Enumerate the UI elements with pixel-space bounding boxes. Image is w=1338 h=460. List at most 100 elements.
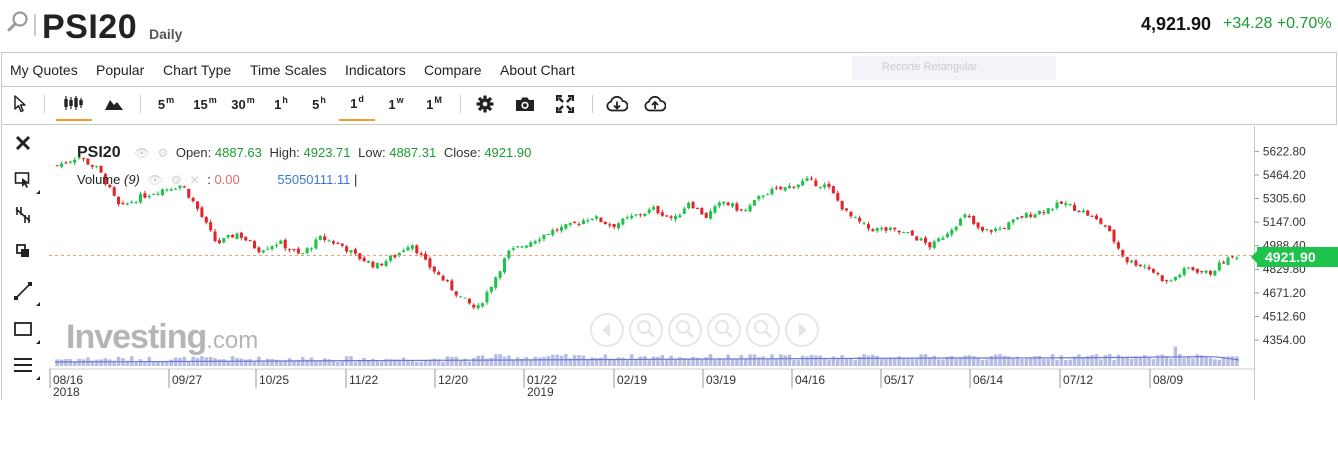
volume-bar [735, 358, 739, 366]
candle-body [349, 250, 353, 253]
menu-compare[interactable]: Compare [424, 62, 482, 78]
trendline-icon[interactable] [10, 278, 40, 306]
zoom-out-button[interactable] [668, 313, 702, 347]
candle-body [200, 207, 204, 217]
volume-bar [1199, 355, 1204, 366]
menu-time-scales[interactable]: Time Scales [250, 62, 327, 78]
volume-bar [1107, 354, 1112, 366]
download-icon[interactable] [604, 87, 630, 121]
candle-body [844, 208, 849, 211]
menu-icon[interactable] [10, 352, 40, 380]
candle-body [165, 189, 169, 191]
low-value: 4887.31 [389, 145, 437, 160]
candle-body [568, 222, 572, 225]
volume-bar [454, 356, 458, 366]
fullscreen-icon[interactable] [552, 87, 578, 121]
candle-body [638, 214, 642, 216]
candle-body [1094, 215, 1099, 220]
eye-icon[interactable]: 👁 [147, 173, 163, 187]
candle-body [669, 216, 673, 218]
timescale-15m-unit: m [208, 95, 217, 105]
scroll-left-button[interactable] [590, 313, 624, 347]
menu-my-quotes[interactable]: My Quotes [10, 62, 78, 78]
volume-period: (9) [124, 172, 140, 187]
candle-body [564, 224, 568, 229]
candle-body [660, 212, 664, 216]
menu-chart-type[interactable]: Chart Type [163, 62, 232, 78]
zoom-reset-button[interactable] [707, 313, 741, 347]
crosshair-icon[interactable] [10, 202, 36, 228]
menu-popular[interactable]: Popular [96, 62, 145, 78]
candle-body [1204, 270, 1208, 273]
area-icon[interactable] [101, 87, 127, 121]
gear-icon[interactable] [473, 87, 497, 121]
candle-body [1103, 225, 1107, 227]
volume-bar [721, 358, 726, 366]
volume-bar [1217, 359, 1222, 366]
volume-bar [112, 360, 116, 366]
close-icon[interactable] [10, 130, 36, 156]
volume-bar [704, 357, 708, 366]
volume-bar [853, 359, 858, 366]
volume-bar [673, 358, 678, 366]
volume-bar [682, 358, 687, 366]
timescale-30m[interactable]: 30 m [226, 87, 260, 121]
candle-body [288, 248, 292, 250]
menu-about-chart[interactable]: About Chart [500, 62, 575, 78]
volume-bar [480, 355, 485, 366]
candle-body [174, 188, 178, 190]
eye-icon[interactable]: 👁 [134, 146, 150, 160]
volume-bar [1129, 358, 1134, 366]
timescale-5m-label: 5 [157, 96, 166, 112]
zoom-fit-button[interactable] [746, 313, 780, 347]
cursor-cross-icon[interactable] [10, 166, 40, 194]
volume-bar [713, 359, 717, 366]
candle-body [1187, 267, 1191, 269]
candle-body [152, 193, 156, 195]
volume-bar [634, 359, 638, 366]
camera-icon[interactable] [512, 87, 538, 121]
search-icon[interactable] [6, 10, 30, 34]
volume-bar [489, 357, 494, 366]
volume-bar [331, 360, 336, 366]
candle-body [599, 217, 603, 223]
zoom-reset-icon [715, 320, 733, 338]
gear-icon[interactable]: ⚙ [157, 146, 169, 160]
volume-bar [844, 359, 849, 366]
zoom-in-button[interactable] [629, 313, 663, 347]
x-tick-label: 07/12 [1063, 373, 1093, 387]
volume-bar [586, 359, 590, 366]
candle-body [849, 211, 853, 217]
gear-icon[interactable]: ⚙ [170, 173, 182, 187]
scroll-right-button[interactable] [785, 313, 819, 347]
close-icon[interactable]: ✕ [189, 173, 200, 187]
candle-body [64, 162, 68, 164]
candle-body [595, 216, 599, 219]
rectangle-icon[interactable] [10, 316, 40, 344]
volume-bar [985, 359, 989, 366]
investing-logo: Investing.com [66, 318, 258, 357]
candle-body [893, 227, 897, 230]
volume-bar [445, 356, 450, 366]
upload-icon[interactable] [642, 87, 668, 121]
toolbar-separator [44, 95, 45, 113]
copy-icon[interactable] [10, 238, 36, 264]
volume-bar [406, 359, 410, 366]
x-tick-year: 2018 [53, 385, 80, 399]
pointer-icon[interactable] [8, 87, 32, 121]
timescale-15m[interactable]: 15 m [188, 87, 222, 121]
candle-body [533, 241, 537, 244]
volume-bar [700, 358, 704, 366]
volume-bar [976, 357, 980, 366]
volume-bar [138, 359, 143, 366]
candle-body [191, 197, 195, 202]
candlestick-icon[interactable] [56, 87, 92, 121]
menu-indicators[interactable]: Indicators [345, 62, 406, 78]
